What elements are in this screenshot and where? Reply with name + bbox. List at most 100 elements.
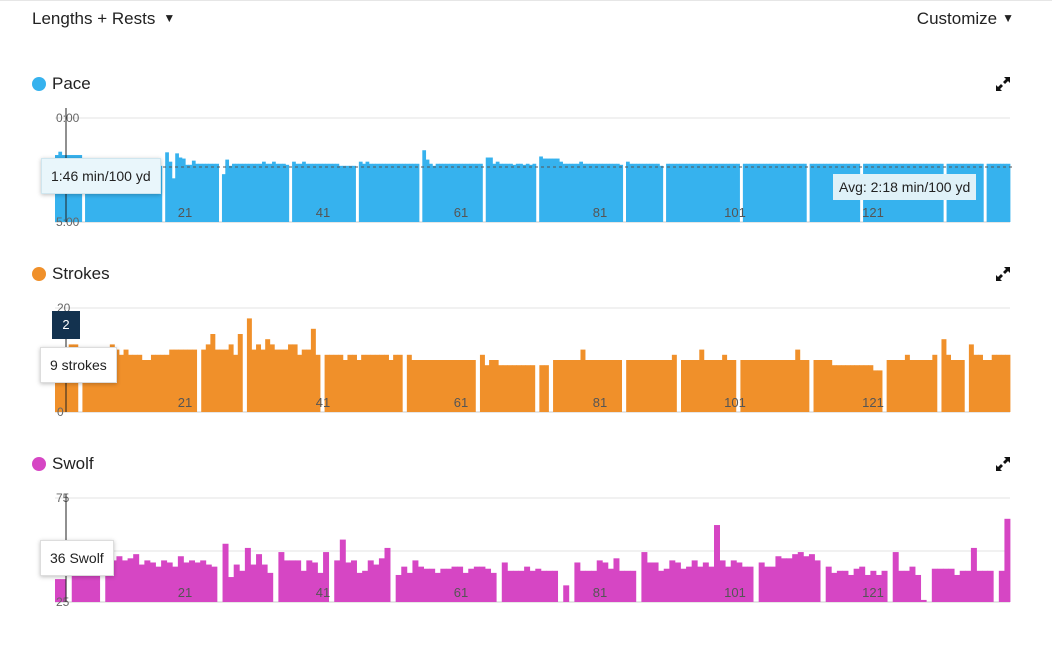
strokes-bar[interactable]	[690, 360, 696, 412]
swolf-bar[interactable]	[803, 556, 810, 602]
pace-bar[interactable]	[629, 163, 634, 222]
pace-bar[interactable]	[682, 163, 687, 222]
swolf-bar[interactable]	[94, 556, 101, 602]
swolf-bar[interactable]	[155, 566, 162, 602]
strokes-bar[interactable]	[557, 360, 563, 412]
pace-bar[interactable]	[499, 163, 503, 222]
pace-bar[interactable]	[789, 163, 794, 222]
pace-bar[interactable]	[639, 163, 644, 222]
pace-bar[interactable]	[435, 163, 440, 222]
strokes-bar[interactable]	[1000, 354, 1006, 412]
pace-bar[interactable]	[388, 163, 393, 222]
swolf-bar[interactable]	[529, 570, 536, 602]
strokes-bar[interactable]	[338, 354, 344, 412]
strokes-bar[interactable]	[754, 360, 760, 412]
swolf-bar[interactable]	[339, 539, 346, 602]
swolf-bar[interactable]	[719, 560, 726, 602]
pace-bar[interactable]	[272, 161, 276, 222]
swolf-bar[interactable]	[384, 547, 391, 602]
swolf-bar[interactable]	[166, 562, 173, 602]
strokes-bar[interactable]	[370, 354, 376, 412]
pace-bar[interactable]	[428, 163, 433, 222]
swolf-bar[interactable]	[345, 562, 352, 602]
strokes-bar[interactable]	[55, 365, 60, 412]
swolf-bar[interactable]	[250, 564, 257, 602]
strokes-bar[interactable]	[904, 354, 910, 412]
swolf-bar[interactable]	[641, 552, 648, 602]
strokes-bar[interactable]	[283, 349, 289, 412]
strokes-bar[interactable]	[306, 349, 312, 412]
swolf-bar[interactable]	[418, 566, 424, 602]
swolf-bar[interactable]	[205, 564, 212, 602]
swolf-bar[interactable]	[892, 552, 899, 602]
pace-bar[interactable]	[679, 163, 684, 222]
strokes-bar[interactable]	[178, 349, 184, 412]
strokes-bar[interactable]	[388, 360, 394, 412]
expand-icon[interactable]	[993, 264, 1013, 284]
strokes-bar[interactable]	[443, 360, 449, 412]
pace-bar[interactable]	[809, 163, 814, 222]
pace-bar[interactable]	[345, 165, 350, 222]
pace-bar[interactable]	[358, 161, 363, 222]
strokes-bar[interactable]	[507, 365, 513, 412]
strokes-bar[interactable]	[946, 354, 951, 412]
pace-bar[interactable]	[368, 163, 373, 222]
strokes-bar[interactable]	[447, 360, 453, 412]
pace-bar[interactable]	[666, 163, 670, 222]
strokes-bar[interactable]	[859, 365, 865, 412]
pace-bar[interactable]	[669, 163, 674, 222]
expand-icon[interactable]	[993, 454, 1013, 474]
strokes-bar[interactable]	[425, 360, 431, 412]
pace-bar[interactable]	[442, 163, 447, 222]
swolf-bar[interactable]	[552, 570, 559, 602]
pace-bar[interactable]	[559, 161, 563, 222]
strokes-bar[interactable]	[831, 365, 837, 412]
pace-bar[interactable]	[375, 163, 380, 222]
pace-bar[interactable]	[702, 163, 707, 222]
swolf-bar[interactable]	[395, 574, 402, 602]
strokes-bar[interactable]	[639, 360, 645, 412]
swolf-bar[interactable]	[1004, 518, 1011, 602]
strokes-bar[interactable]	[895, 360, 901, 412]
pace-bar[interactable]	[502, 163, 507, 222]
pace-bar[interactable]	[385, 163, 390, 222]
pace-bar[interactable]	[432, 165, 437, 222]
strokes-bar[interactable]	[146, 360, 152, 412]
swolf-bar[interactable]	[55, 579, 61, 602]
pace-bar[interactable]	[398, 163, 403, 222]
pace-bar[interactable]	[445, 163, 450, 222]
strokes-bar[interactable]	[607, 360, 613, 412]
pace-bar[interactable]	[659, 165, 664, 222]
pace-bar[interactable]	[325, 163, 330, 222]
swolf-bar[interactable]	[457, 566, 464, 602]
strokes-bar[interactable]	[493, 360, 499, 412]
strokes-bar[interactable]	[352, 354, 357, 412]
strokes-bar[interactable]	[978, 354, 983, 412]
strokes-bar[interactable]	[763, 360, 769, 412]
swolf-bar[interactable]	[507, 570, 514, 602]
pace-bar[interactable]	[529, 164, 533, 222]
strokes-bar[interactable]	[251, 349, 257, 412]
pace-bar[interactable]	[452, 163, 457, 222]
strokes-bar[interactable]	[850, 365, 856, 412]
pace-bar[interactable]	[796, 163, 801, 222]
swolf-bar[interactable]	[311, 562, 318, 602]
strokes-bar[interactable]	[575, 360, 581, 412]
pace-bar[interactable]	[175, 153, 179, 222]
strokes-bar[interactable]	[182, 349, 188, 412]
strokes-bar[interactable]	[438, 360, 444, 412]
pace-bar[interactable]	[231, 163, 236, 222]
swolf-bar[interactable]	[362, 570, 369, 602]
strokes-bar[interactable]	[201, 349, 207, 412]
swolf-bar[interactable]	[367, 560, 374, 602]
pace-bar[interactable]	[632, 163, 637, 222]
strokes-bar[interactable]	[310, 328, 316, 412]
swolf-bar[interactable]	[842, 570, 849, 602]
strokes-bar[interactable]	[776, 360, 782, 412]
swolf-bar[interactable]	[295, 560, 302, 602]
swolf-bar[interactable]	[222, 543, 229, 602]
swolf-bar[interactable]	[741, 566, 748, 602]
pace-bar[interactable]	[282, 163, 286, 222]
swolf-bar[interactable]	[903, 570, 910, 602]
swolf-bar[interactable]	[652, 562, 659, 602]
